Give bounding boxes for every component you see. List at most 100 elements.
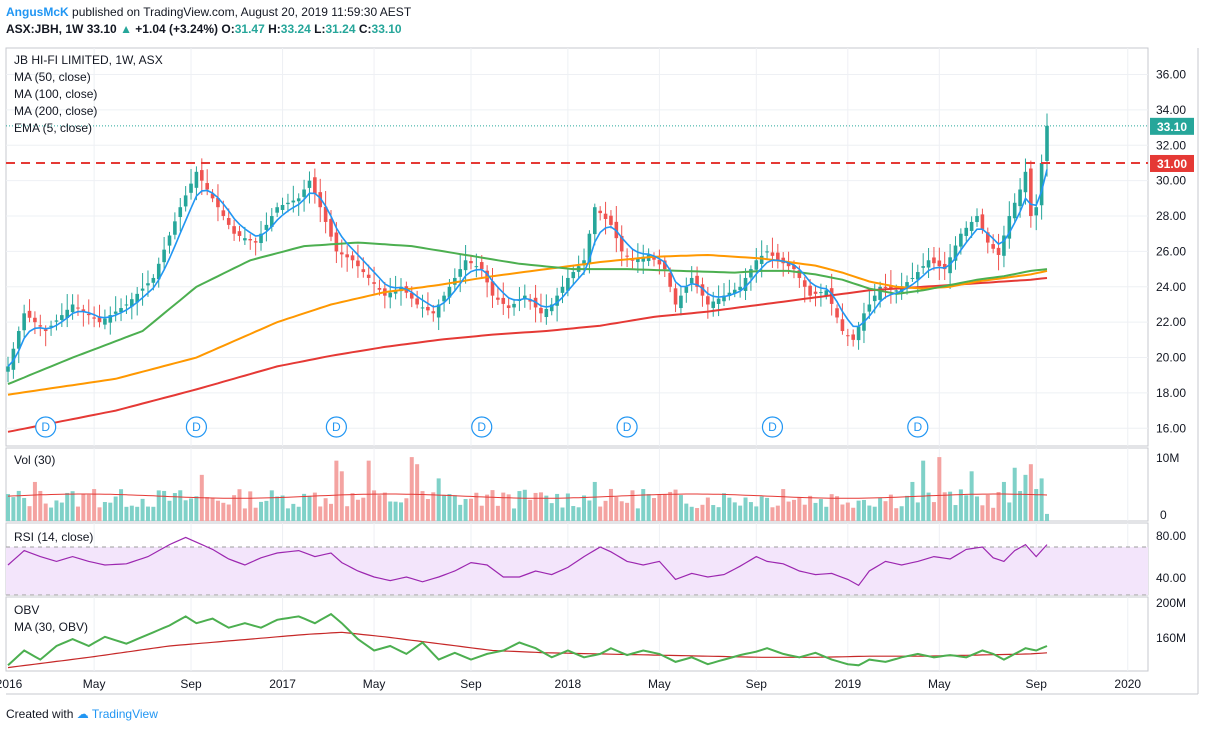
candle — [942, 263, 947, 270]
candle — [571, 272, 576, 279]
volume-bar — [878, 497, 883, 521]
volume-bar — [339, 471, 344, 521]
candle — [194, 171, 199, 188]
volume-bar — [398, 502, 403, 521]
time-tick-label: May — [648, 677, 671, 691]
volume-bar — [81, 493, 86, 521]
volume-bar — [16, 490, 21, 521]
candle — [743, 277, 748, 291]
candle — [280, 204, 285, 210]
publish-line: AngusMcK published on TradingView.com, A… — [6, 5, 411, 19]
obv-line — [7, 612, 1048, 667]
candle — [92, 317, 96, 319]
volume-bar — [32, 481, 37, 521]
volume-bar — [334, 460, 339, 521]
candle — [1007, 216, 1012, 239]
tradingview-logo-icon[interactable]: ☁ — [76, 707, 89, 721]
volume-bar — [495, 505, 500, 521]
candle — [113, 311, 118, 314]
volume-bar — [700, 504, 705, 521]
candle — [399, 286, 403, 292]
volume-bar — [786, 501, 791, 521]
volume-bar — [323, 498, 328, 521]
candle — [824, 290, 829, 296]
candle — [431, 311, 436, 314]
time-tick-label: 2020 — [1114, 677, 1141, 691]
candle — [426, 306, 430, 311]
candle — [248, 239, 253, 241]
rsi-tick-label: 80.00 — [1156, 529, 1186, 543]
candle — [156, 263, 161, 280]
volume-bar — [813, 502, 818, 521]
time-tick-label: Sep — [460, 677, 482, 691]
volume-bar — [905, 495, 910, 521]
volume-bar — [533, 492, 538, 521]
volume-bar — [75, 506, 80, 521]
volume-bar — [641, 489, 646, 521]
volume-bar — [727, 497, 732, 521]
rsi-band — [6, 547, 1148, 595]
volume-bar — [781, 489, 786, 521]
candle — [27, 310, 32, 318]
volume-bar — [49, 507, 54, 521]
candle — [813, 291, 818, 294]
price-tick-label: 30.00 — [1156, 174, 1186, 188]
candle — [786, 262, 791, 267]
volume-bar — [97, 507, 102, 521]
volume-bar — [27, 506, 32, 521]
volume-bar — [652, 498, 657, 521]
volume-bar — [910, 481, 915, 521]
symbol-label: ASX:JBH, 1W — [6, 22, 84, 36]
volume-bar — [431, 492, 436, 521]
candle — [878, 286, 882, 300]
candle — [759, 255, 764, 264]
candle — [453, 277, 457, 285]
volume-bar — [953, 505, 958, 521]
candle — [985, 232, 990, 243]
tradingview-link[interactable]: TradingView — [91, 707, 158, 721]
volume-bar — [415, 464, 420, 521]
time-tick-label: Sep — [180, 677, 202, 691]
price-tick-label: 28.00 — [1156, 209, 1186, 223]
volume-bar — [318, 506, 323, 521]
price-tick-label: 18.00 — [1156, 386, 1186, 400]
author-link[interactable]: AngusMcK — [6, 5, 69, 19]
volume-bar — [124, 506, 129, 521]
low-value: 31.24 — [325, 22, 356, 36]
candle — [345, 254, 349, 258]
volume-bar — [1023, 474, 1028, 521]
volume-bar — [178, 490, 183, 521]
candle — [738, 286, 742, 291]
volume-bar — [888, 494, 893, 521]
volume-bar — [942, 492, 947, 521]
candle — [474, 266, 479, 268]
high-value: 33.24 — [280, 22, 311, 36]
candle — [313, 177, 317, 194]
volume-bar — [522, 489, 527, 521]
candle — [253, 241, 258, 243]
volume-bar — [619, 501, 624, 521]
candle — [722, 295, 726, 302]
volume-bar — [582, 495, 587, 521]
price-tick-label: 24.00 — [1156, 280, 1186, 294]
volume-bar — [468, 498, 473, 521]
volume-bar — [721, 493, 726, 521]
volume-bar — [119, 489, 124, 521]
volume-bar — [711, 505, 716, 521]
volume-bar — [802, 504, 807, 521]
candle — [905, 282, 909, 288]
indicator-legend: EMA (5, close) — [14, 121, 92, 135]
volume-bar — [345, 506, 350, 521]
volume-bar — [135, 506, 140, 521]
candle — [1018, 189, 1022, 207]
candle — [420, 307, 425, 309]
candle — [819, 292, 823, 294]
candle — [372, 282, 376, 284]
volume-bar — [485, 494, 490, 521]
volume-bar — [948, 491, 953, 521]
volume-bar — [205, 497, 210, 521]
candle — [673, 288, 678, 305]
volume-bar — [985, 494, 990, 521]
volume-bar — [232, 495, 237, 521]
